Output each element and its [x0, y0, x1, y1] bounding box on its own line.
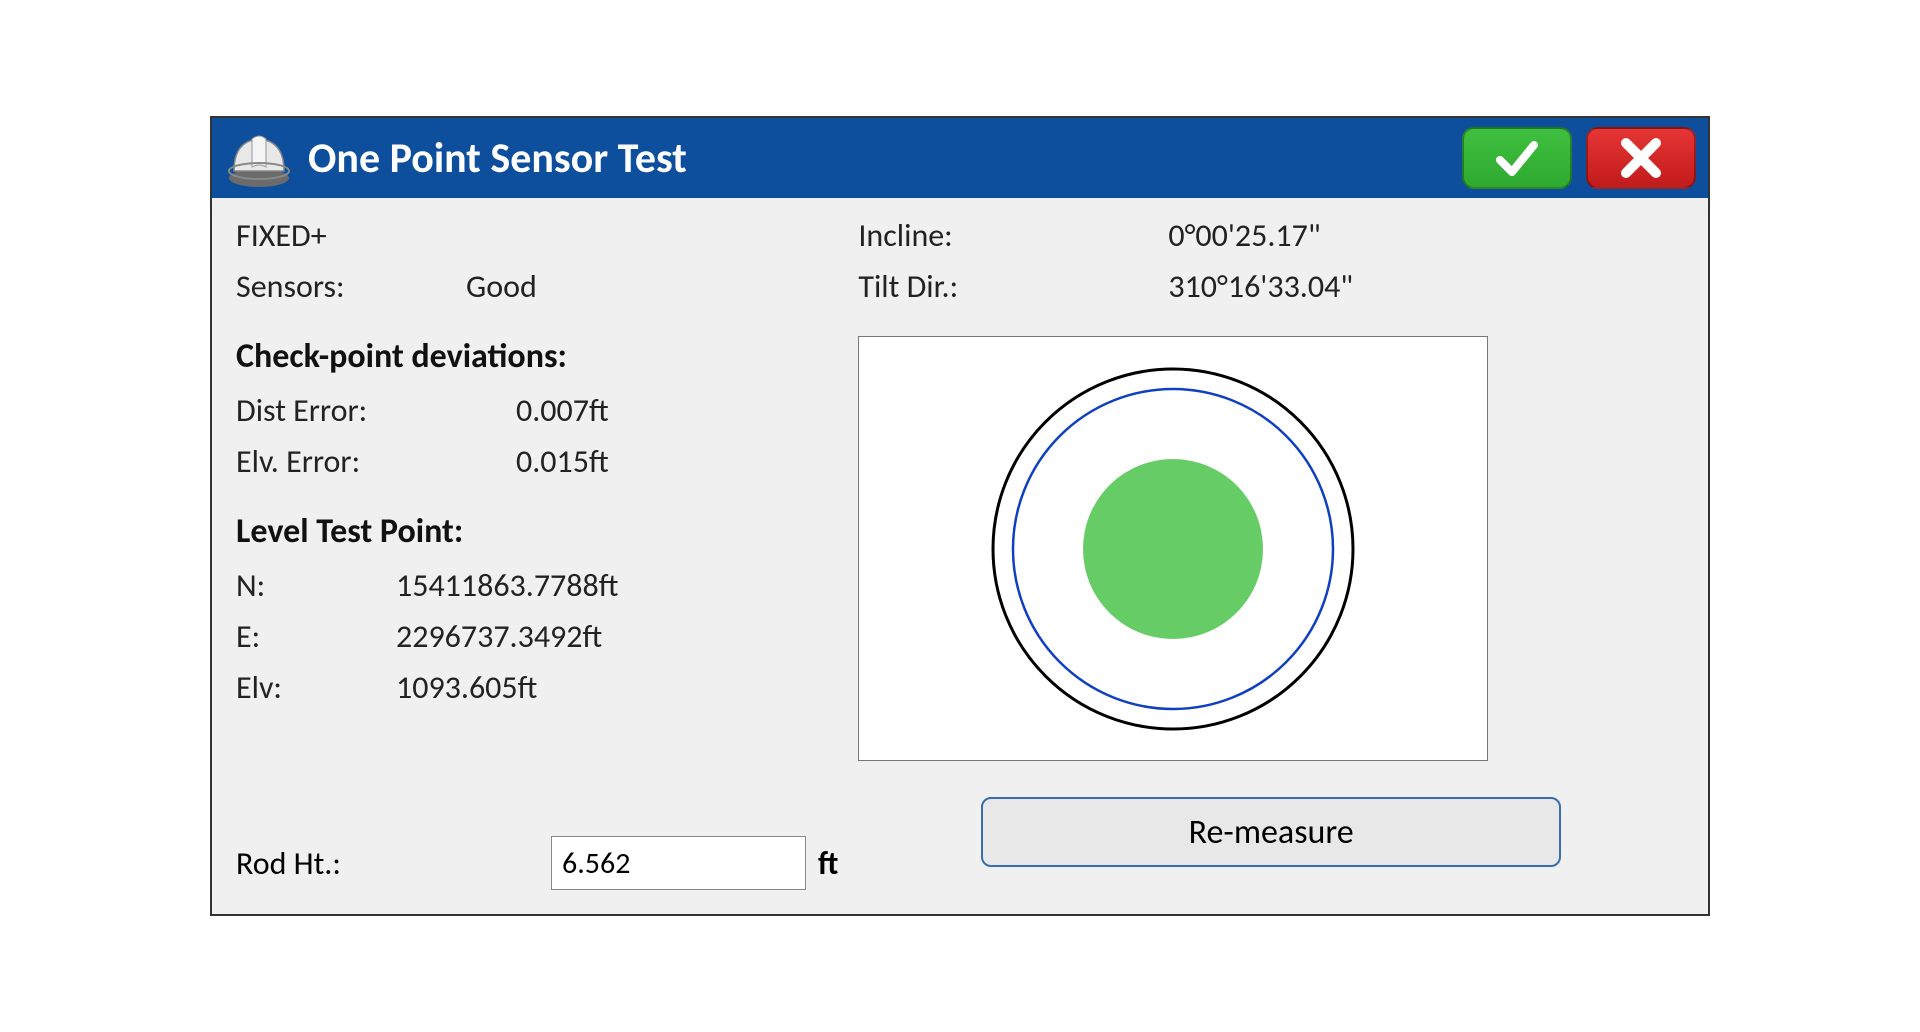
fix-status-value: FIXED+ [236, 216, 327, 255]
elv-value: 1093.605ft [396, 668, 537, 707]
level-point-heading: Level Test Point: [236, 511, 838, 552]
tiltdir-label: Tilt Dir.: [858, 267, 1168, 306]
sensors-label: Sensors: [236, 267, 466, 306]
north-row: N: 15411863.7788ft [236, 566, 838, 605]
ok-button[interactable] [1462, 127, 1572, 189]
cancel-button[interactable] [1586, 127, 1696, 189]
tiltdir-row: Tilt Dir.: 310°16'33.04" [858, 267, 1684, 306]
elv-error-label: Elv. Error: [236, 442, 516, 481]
dist-error-label: Dist Error: [236, 391, 516, 430]
sensors-row: Sensors: Good [236, 267, 838, 306]
close-icon [1616, 133, 1666, 183]
elv-label: Elv: [236, 668, 396, 707]
deviations-heading: Check-point deviations: [236, 336, 838, 377]
east-row: E: 2296737.3492ft [236, 617, 838, 656]
dialog-title: One Point Sensor Test [308, 133, 1448, 184]
east-label: E: [236, 617, 396, 656]
north-label: N: [236, 566, 396, 605]
rod-height-unit: ft [818, 844, 838, 883]
dist-error-row: Dist Error: 0.007ft [236, 391, 838, 430]
rod-height-row: Rod Ht.: ft [236, 836, 838, 890]
content-area: FIXED+ Sensors: Good Check-point deviati… [212, 198, 1708, 914]
fix-status: FIXED+ [236, 216, 838, 255]
incline-label: Incline: [858, 216, 1168, 255]
elv-error-row: Elv. Error: 0.015ft [236, 442, 838, 481]
level-bubble-svg [973, 349, 1373, 749]
right-column: Incline: 0°00'25.17" Tilt Dir.: 310°16'3… [858, 216, 1684, 890]
dist-error-value: 0.007ft [516, 391, 609, 430]
left-column: FIXED+ Sensors: Good Check-point deviati… [236, 216, 838, 890]
dialog-window: One Point Sensor Test FIXED+ Sensors: Go… [210, 116, 1710, 916]
incline-row: Incline: 0°00'25.17" [858, 216, 1684, 255]
east-value: 2296737.3492ft [396, 617, 602, 656]
elv-row: Elv: 1093.605ft [236, 668, 838, 707]
north-value: 15411863.7788ft [396, 566, 618, 605]
hardhat-icon [224, 123, 294, 193]
level-indicator [858, 336, 1488, 761]
incline-value: 0°00'25.17" [1168, 216, 1320, 255]
checkmark-icon [1492, 133, 1542, 183]
rod-height-input[interactable] [551, 836, 806, 890]
titlebar: One Point Sensor Test [212, 118, 1708, 198]
elv-error-value: 0.015ft [516, 442, 609, 481]
rod-height-label: Rod Ht.: [236, 844, 551, 883]
sensors-value: Good [466, 267, 537, 306]
tiltdir-value: 310°16'33.04" [1168, 267, 1353, 306]
remeasure-button[interactable]: Re-measure [981, 797, 1561, 867]
